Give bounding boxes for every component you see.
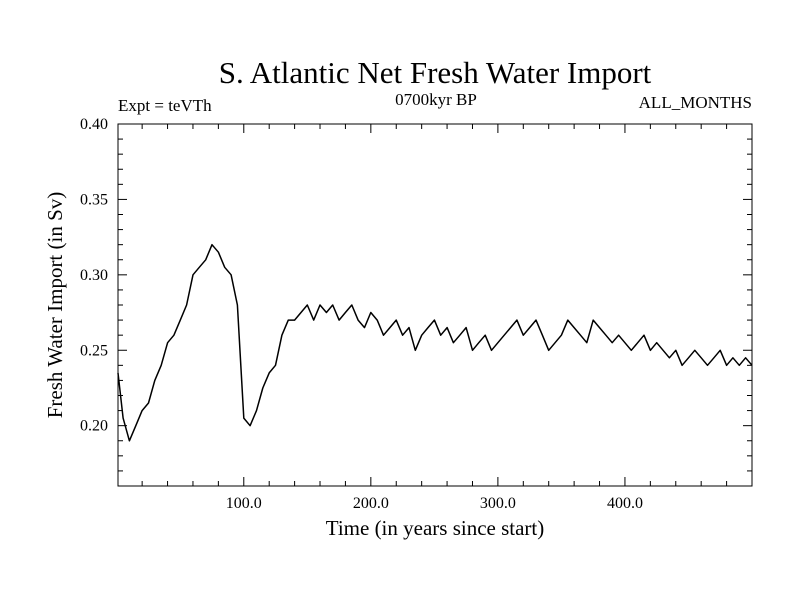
axis-tick-labels: 100.0 200.0 300.0 400.0 0.20 0.25 0.30 0.35 0.40 <box>80 116 643 512</box>
y-tick-label: 0.20 <box>80 418 108 435</box>
y-tick-label: 0.40 <box>80 116 108 133</box>
axis-ticks <box>118 124 752 486</box>
x-tick-label: 400.0 <box>607 495 643 512</box>
series-line <box>117 243 753 442</box>
plot-frame <box>117 123 753 487</box>
x-tick-label: 300.0 <box>480 495 516 512</box>
y-tick-label: 0.25 <box>80 342 108 359</box>
y-tick-label: 0.30 <box>80 267 108 284</box>
x-axis-label: Time (in years since start) <box>326 516 545 540</box>
y-tick-label: 0.35 <box>80 191 108 208</box>
x-tick-label: 100.0 <box>226 495 262 512</box>
subtitle-left: Expt = teVTh <box>118 96 212 115</box>
x-tick-label: 200.0 <box>353 495 389 512</box>
y-axis-label: Fresh Water Import (in Sv) <box>43 192 67 419</box>
chart-title: S. Atlantic Net Fresh Water Import <box>219 55 652 90</box>
subtitle-right: ALL_MONTHS <box>639 93 752 112</box>
subtitle-center: 0700kyr BP <box>395 90 477 109</box>
